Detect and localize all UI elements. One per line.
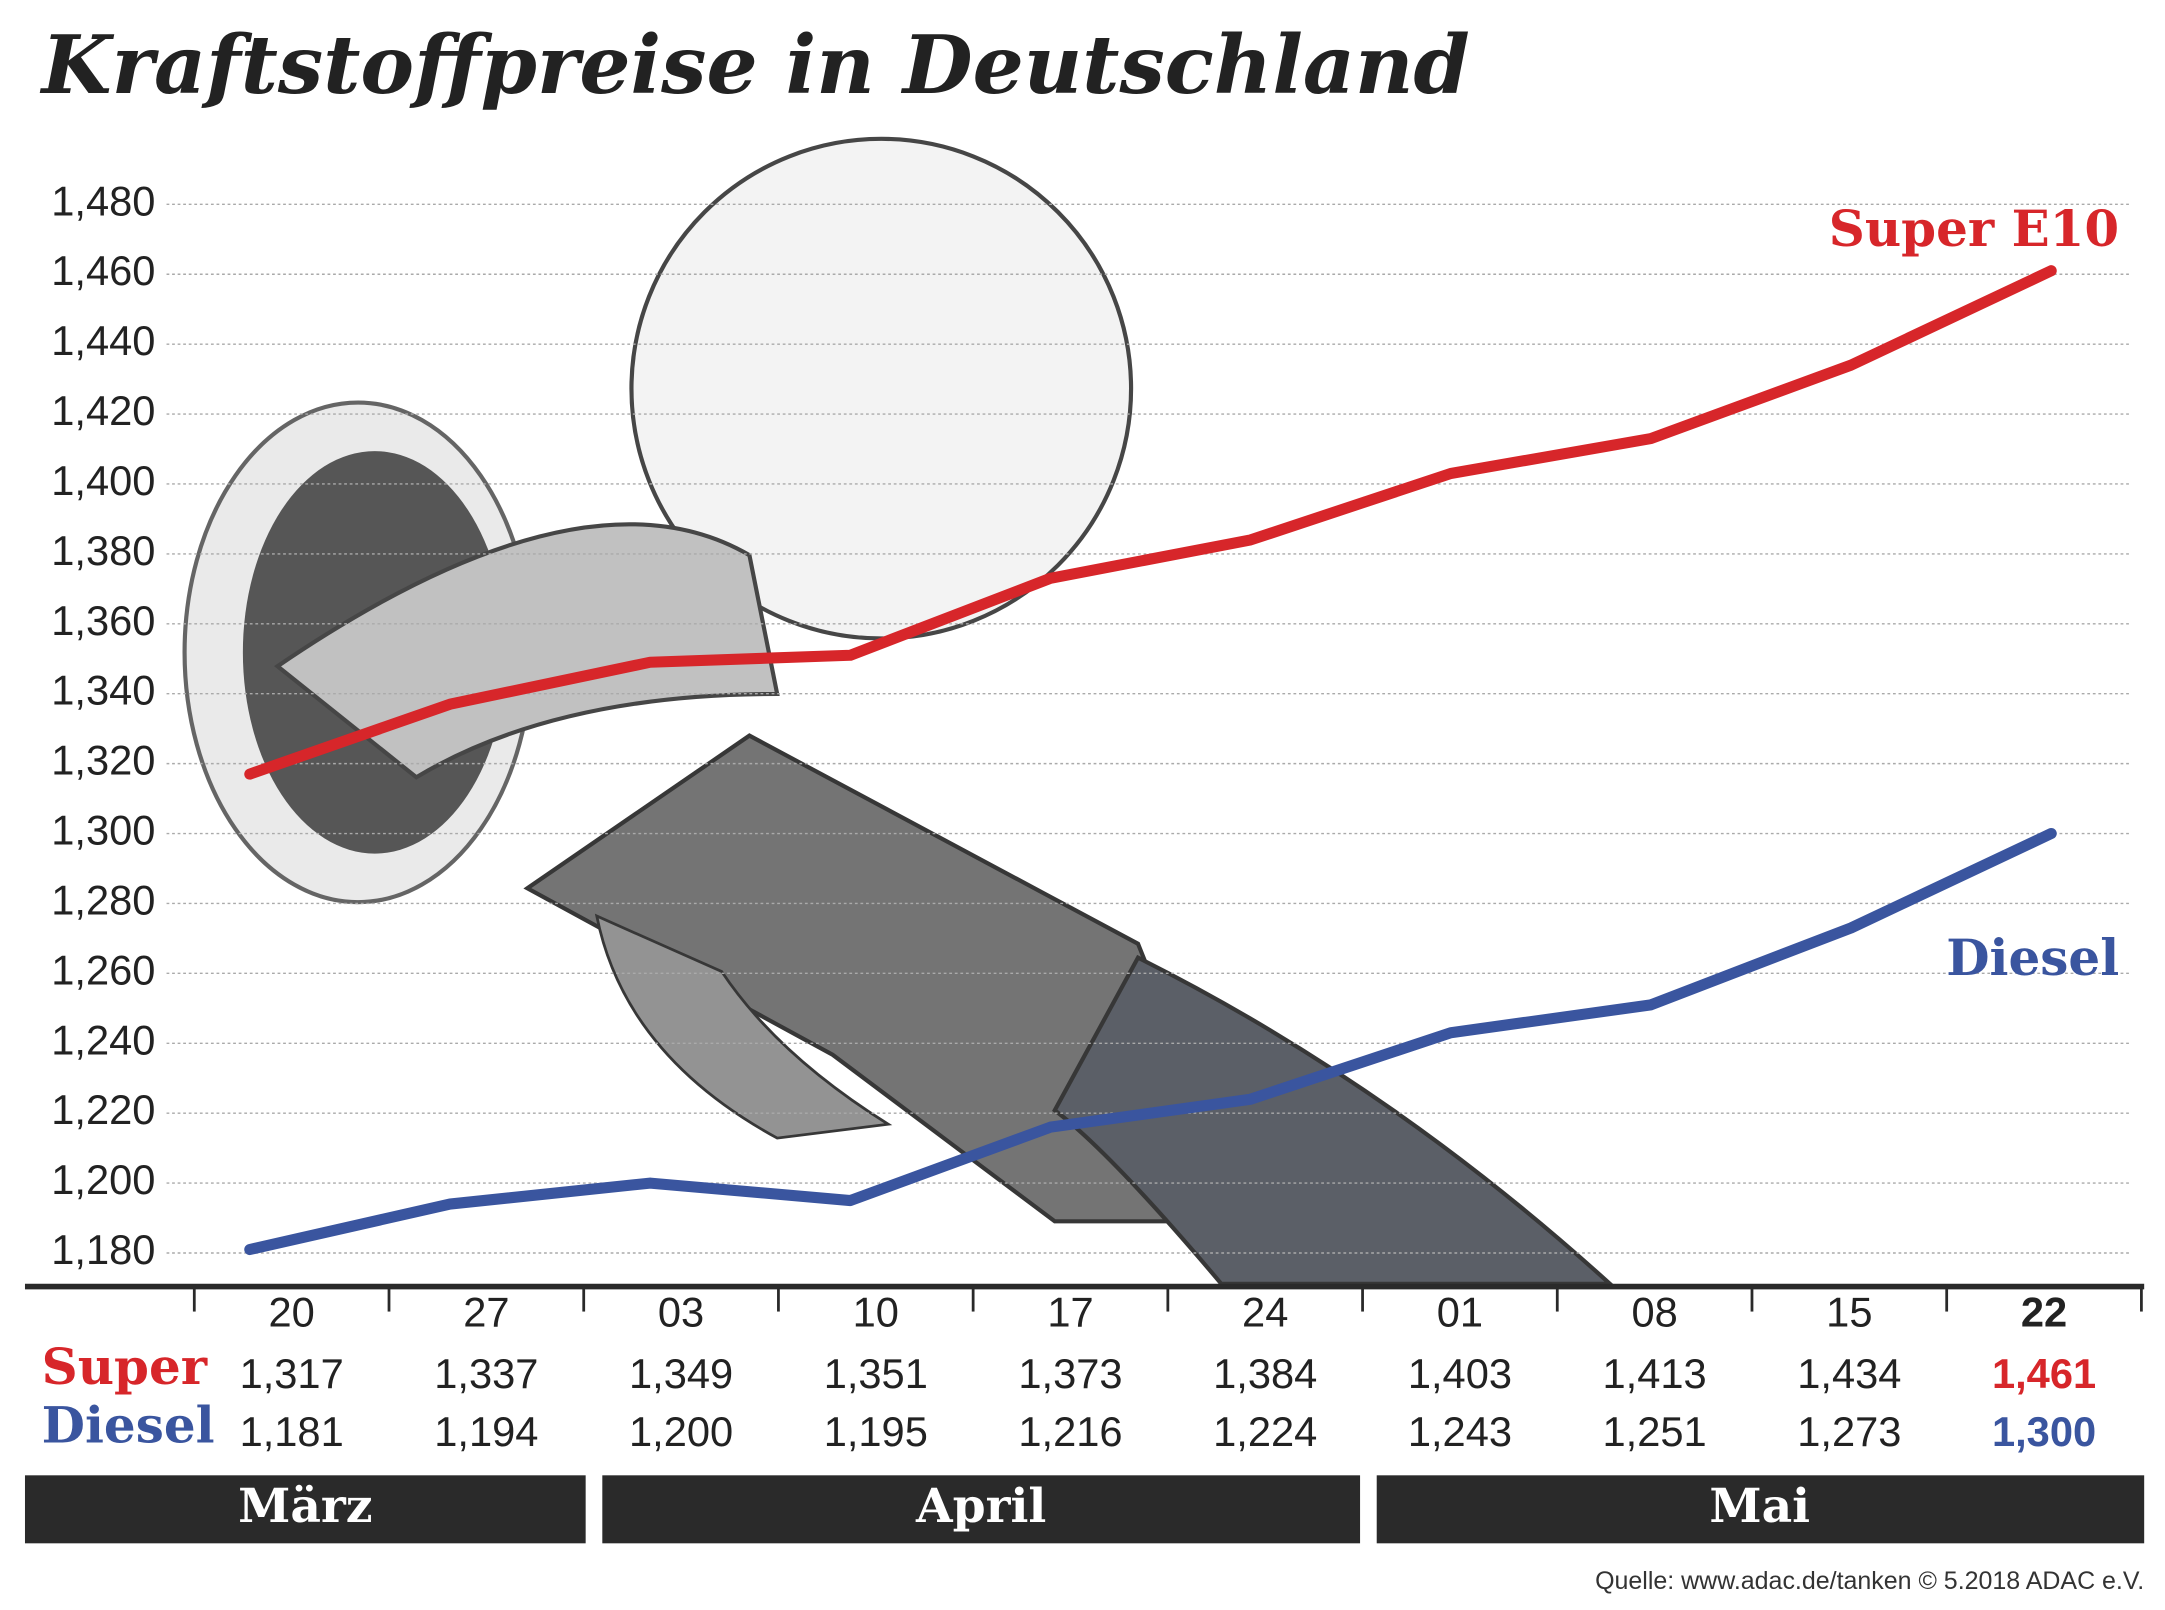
series-line xyxy=(244,265,2057,780)
y-tick-label: 1,220 xyxy=(51,1086,155,1133)
value-label: 1,403 xyxy=(1408,1350,1512,1397)
value-label: 1,243 xyxy=(1408,1408,1512,1455)
value-label: 1,337 xyxy=(434,1350,538,1397)
x-tick-label: 20 xyxy=(268,1289,314,1336)
x-tick-label: 17 xyxy=(1047,1289,1093,1336)
y-tick-label: 1,360 xyxy=(51,597,155,644)
value-label: 1,317 xyxy=(240,1350,344,1397)
y-tick-label: 1,400 xyxy=(51,457,155,504)
value-label: 1,200 xyxy=(629,1408,733,1455)
y-tick-label: 1,180 xyxy=(51,1226,155,1273)
x-tick-label: 27 xyxy=(463,1289,509,1336)
value-label: 1,181 xyxy=(240,1408,344,1455)
value-label: 1,349 xyxy=(629,1350,733,1397)
value-label: 1,384 xyxy=(1213,1350,1317,1397)
month-label: Mai xyxy=(1709,1479,1810,1534)
x-tick-label: 03 xyxy=(658,1289,704,1336)
value-label: 1,434 xyxy=(1797,1350,1901,1397)
y-tick-label: 1,340 xyxy=(51,667,155,714)
series-label: Diesel xyxy=(1946,928,2119,987)
x-tick-label: 08 xyxy=(1631,1289,1677,1336)
value-label: 1,461 xyxy=(1992,1350,2096,1397)
value-label: 1,373 xyxy=(1018,1350,1122,1397)
x-tick-label: 01 xyxy=(1437,1289,1483,1336)
row-label: Super xyxy=(42,1337,208,1396)
y-tick-label: 1,200 xyxy=(51,1156,155,1203)
value-label: 1,195 xyxy=(824,1408,928,1455)
y-tick-label: 1,280 xyxy=(51,876,155,923)
source: Quelle: www.adac.de/tanken © 5.2018 ADAC… xyxy=(1595,1567,2144,1595)
x-tick-label: 15 xyxy=(1826,1289,1872,1336)
y-tick-label: 1,240 xyxy=(51,1016,155,1063)
month-bar xyxy=(1376,1475,2145,1544)
month-label: März xyxy=(238,1479,372,1534)
value-label: 1,351 xyxy=(824,1350,928,1397)
value-label: 1,300 xyxy=(1992,1408,2096,1455)
value-label: 1,216 xyxy=(1018,1408,1122,1455)
y-tick-label: 1,480 xyxy=(51,177,155,224)
illustration xyxy=(182,136,1616,1286)
series-line xyxy=(244,827,2057,1256)
x-tick-label: 10 xyxy=(853,1289,899,1336)
y-tick-label: 1,440 xyxy=(51,317,155,364)
month-bar xyxy=(24,1475,586,1544)
y-tick-label: 1,380 xyxy=(51,527,155,574)
value-label: 1,413 xyxy=(1603,1350,1707,1397)
y-tick-label: 1,260 xyxy=(51,946,155,993)
x-tick-label: 22 xyxy=(2021,1289,2067,1336)
y-tick-label: 1,460 xyxy=(51,247,155,294)
x-tick-label: 24 xyxy=(1242,1289,1288,1336)
series-label: Super E10 xyxy=(1829,199,2119,258)
value-label: 1,251 xyxy=(1603,1408,1707,1455)
value-label: 1,194 xyxy=(434,1408,538,1455)
row-label: Diesel xyxy=(42,1396,215,1455)
y-tick-label: 1,300 xyxy=(51,807,155,854)
value-label: 1,273 xyxy=(1797,1408,1901,1455)
y-tick-label: 1,320 xyxy=(51,737,155,784)
y-tick-label: 1,420 xyxy=(51,387,155,434)
chart-title: Kraftstoffpreise in Deutschland xyxy=(40,17,1470,112)
month-bar xyxy=(602,1475,1361,1544)
value-label: 1,224 xyxy=(1213,1408,1317,1455)
month-label: April xyxy=(915,1479,1046,1534)
